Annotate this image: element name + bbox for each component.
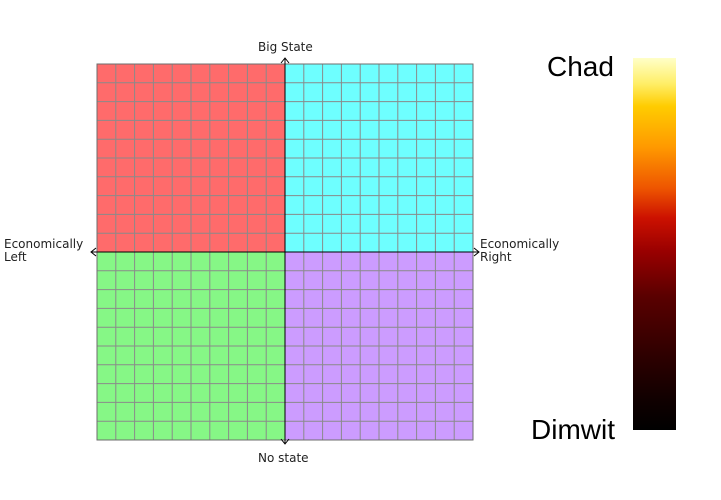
arrow-up-icon: [280, 57, 290, 64]
axis-label-top: Big State: [258, 40, 313, 54]
axis-label-left: Economically Left: [4, 238, 83, 264]
axis-label-left-line1: Economically: [4, 237, 84, 251]
axis-label-bottom: No state: [258, 451, 309, 465]
axis-label-right-line2: Right: [480, 250, 512, 264]
axis-label-right: Economically Right: [480, 238, 559, 264]
political-compass: [90, 57, 480, 445]
color-scale-bar: [633, 58, 676, 430]
arrow-right-icon: [473, 247, 480, 257]
arrow-down-icon: [280, 438, 290, 445]
scale-label-top: Chad: [547, 51, 614, 82]
axis-label-left-line2: Left: [4, 250, 27, 264]
axis-label-right-line1: Economically: [480, 237, 560, 251]
arrow-left-icon: [90, 247, 97, 257]
scale-label-bottom: Dimwit: [531, 414, 615, 445]
